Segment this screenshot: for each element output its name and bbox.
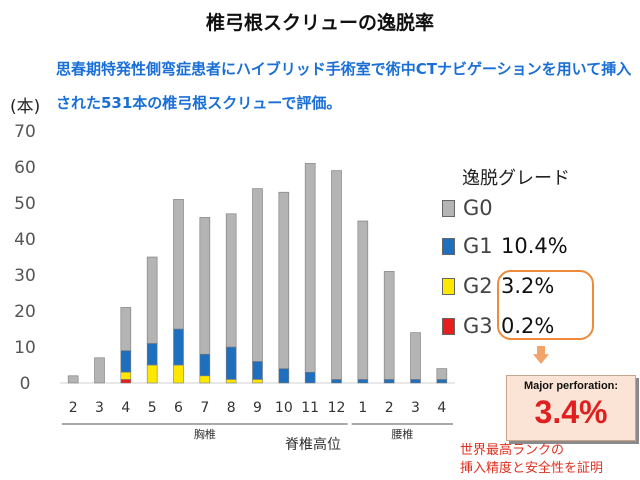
bar-segment-g2 [120,371,132,380]
bar-segment-g1 [146,343,158,366]
x-tick-label: 12 [328,400,346,416]
legend-swatch-g3 [442,317,455,335]
x-tick-label: 7 [200,400,209,416]
y-tick-label: 40 [14,230,36,250]
bar-segment-g2 [252,379,263,384]
bar-segment-g1 [357,379,369,384]
bar-segment-g2 [146,364,158,384]
bar-segment-g0 [120,307,132,351]
group-label: 胸椎 [194,427,216,441]
legend-swatch-g2 [442,277,455,295]
bar-segment-g1 [278,368,290,384]
conclusion-note: 世界最高ランクの 挿入精度と安全性を証明 [460,442,603,478]
bar-segment-g1 [199,353,211,377]
major-perforation-callout: Major perforation: 3.4% [506,375,636,441]
legend-code-g2: G2 [463,274,493,298]
bar-segment-g1 [252,361,263,380]
legend-item-g0: G0 [442,195,501,221]
y-tick-label: 50 [14,194,36,214]
x-tick-label: 3 [411,400,420,416]
bar-segment-g3 [120,379,132,384]
legend-code-g1: G1 [463,234,493,258]
bar-segment-g2 [173,364,184,384]
y-tick-label: 60 [14,158,36,178]
legend-swatch-g1 [442,237,455,255]
x-tick-label: 11 [301,400,319,416]
legend-code-g3: G3 [463,314,493,338]
bar-segment-g1 [331,379,342,384]
note-line-1: 世界最高ランクの [460,443,565,458]
y-tick-label: 70 [14,122,36,142]
bar-segment-g0 [146,256,158,344]
bar-segment-g0 [94,357,105,384]
x-tick-label: 4 [437,400,446,416]
x-tick-label: 3 [95,400,104,416]
bar-segment-g0 [331,170,342,380]
bar-segment-g0 [252,188,263,362]
bar-segment-g0 [225,213,237,348]
group-label: 腰椎 [391,427,413,441]
y-tick-label: 30 [14,266,36,286]
bar-segment-g1 [173,328,184,366]
bar-segment-g0 [278,191,290,369]
y-unit-label: (本) [10,97,41,117]
bar-segment-g0 [67,375,79,384]
bar-segment-g1 [225,346,237,380]
legend-swatch-g0 [442,199,455,217]
note-line-2: 挿入精度と安全性を証明 [460,461,604,476]
bar-segment-g2 [199,375,211,384]
y-tick-label: 20 [14,302,36,322]
legend-pct-g1: 10.4% [501,234,568,258]
x-tick-label: 5 [148,400,157,416]
x-tick-label: 4 [121,400,130,416]
bar-segment-g1 [410,379,421,384]
legend-item-g1: G1 10.4% [442,233,568,259]
x-tick-label: 10 [275,400,293,416]
percent-highlight-box [497,270,594,340]
y-tick-label: 10 [14,338,36,358]
callout-heading: Major perforation: [523,380,619,392]
bar-segment-g0 [173,199,184,330]
callout-value: 3.4% [534,394,608,430]
bar-segment-g0 [357,220,369,380]
y-tick-label: 0 [20,374,31,394]
bar-segment-g1 [304,371,316,384]
bar-segment-g1 [120,350,132,373]
x-tick-label: 2 [385,400,394,416]
subtitle: 思春期特発性側弯症患者にハイブリッド手術室で術中CTナビゲーションを用いて挿入さ… [56,60,632,112]
bar-segment-g0 [410,332,421,380]
x-tick-label: 9 [253,400,262,416]
bar-segment-g2 [225,379,237,384]
page-title: 椎弓根スクリューの逸脱率 [205,12,434,34]
bar-segment-g0 [199,217,211,355]
legend-title: 逸脱グレード [462,168,570,189]
x-tick-label: 6 [174,400,183,416]
bar-segment-g0 [436,368,448,380]
legend-code-g0: G0 [463,196,493,220]
x-axis-title: 脊椎高位 [285,436,341,453]
bar-segment-g0 [383,271,395,380]
x-tick-label: 2 [69,400,78,416]
bar-segment-g1 [383,379,395,384]
bar-segment-g1 [436,379,448,384]
bar-segment-g0 [304,163,316,373]
x-tick-label: 8 [227,400,236,416]
x-tick-label: 1 [358,400,367,416]
